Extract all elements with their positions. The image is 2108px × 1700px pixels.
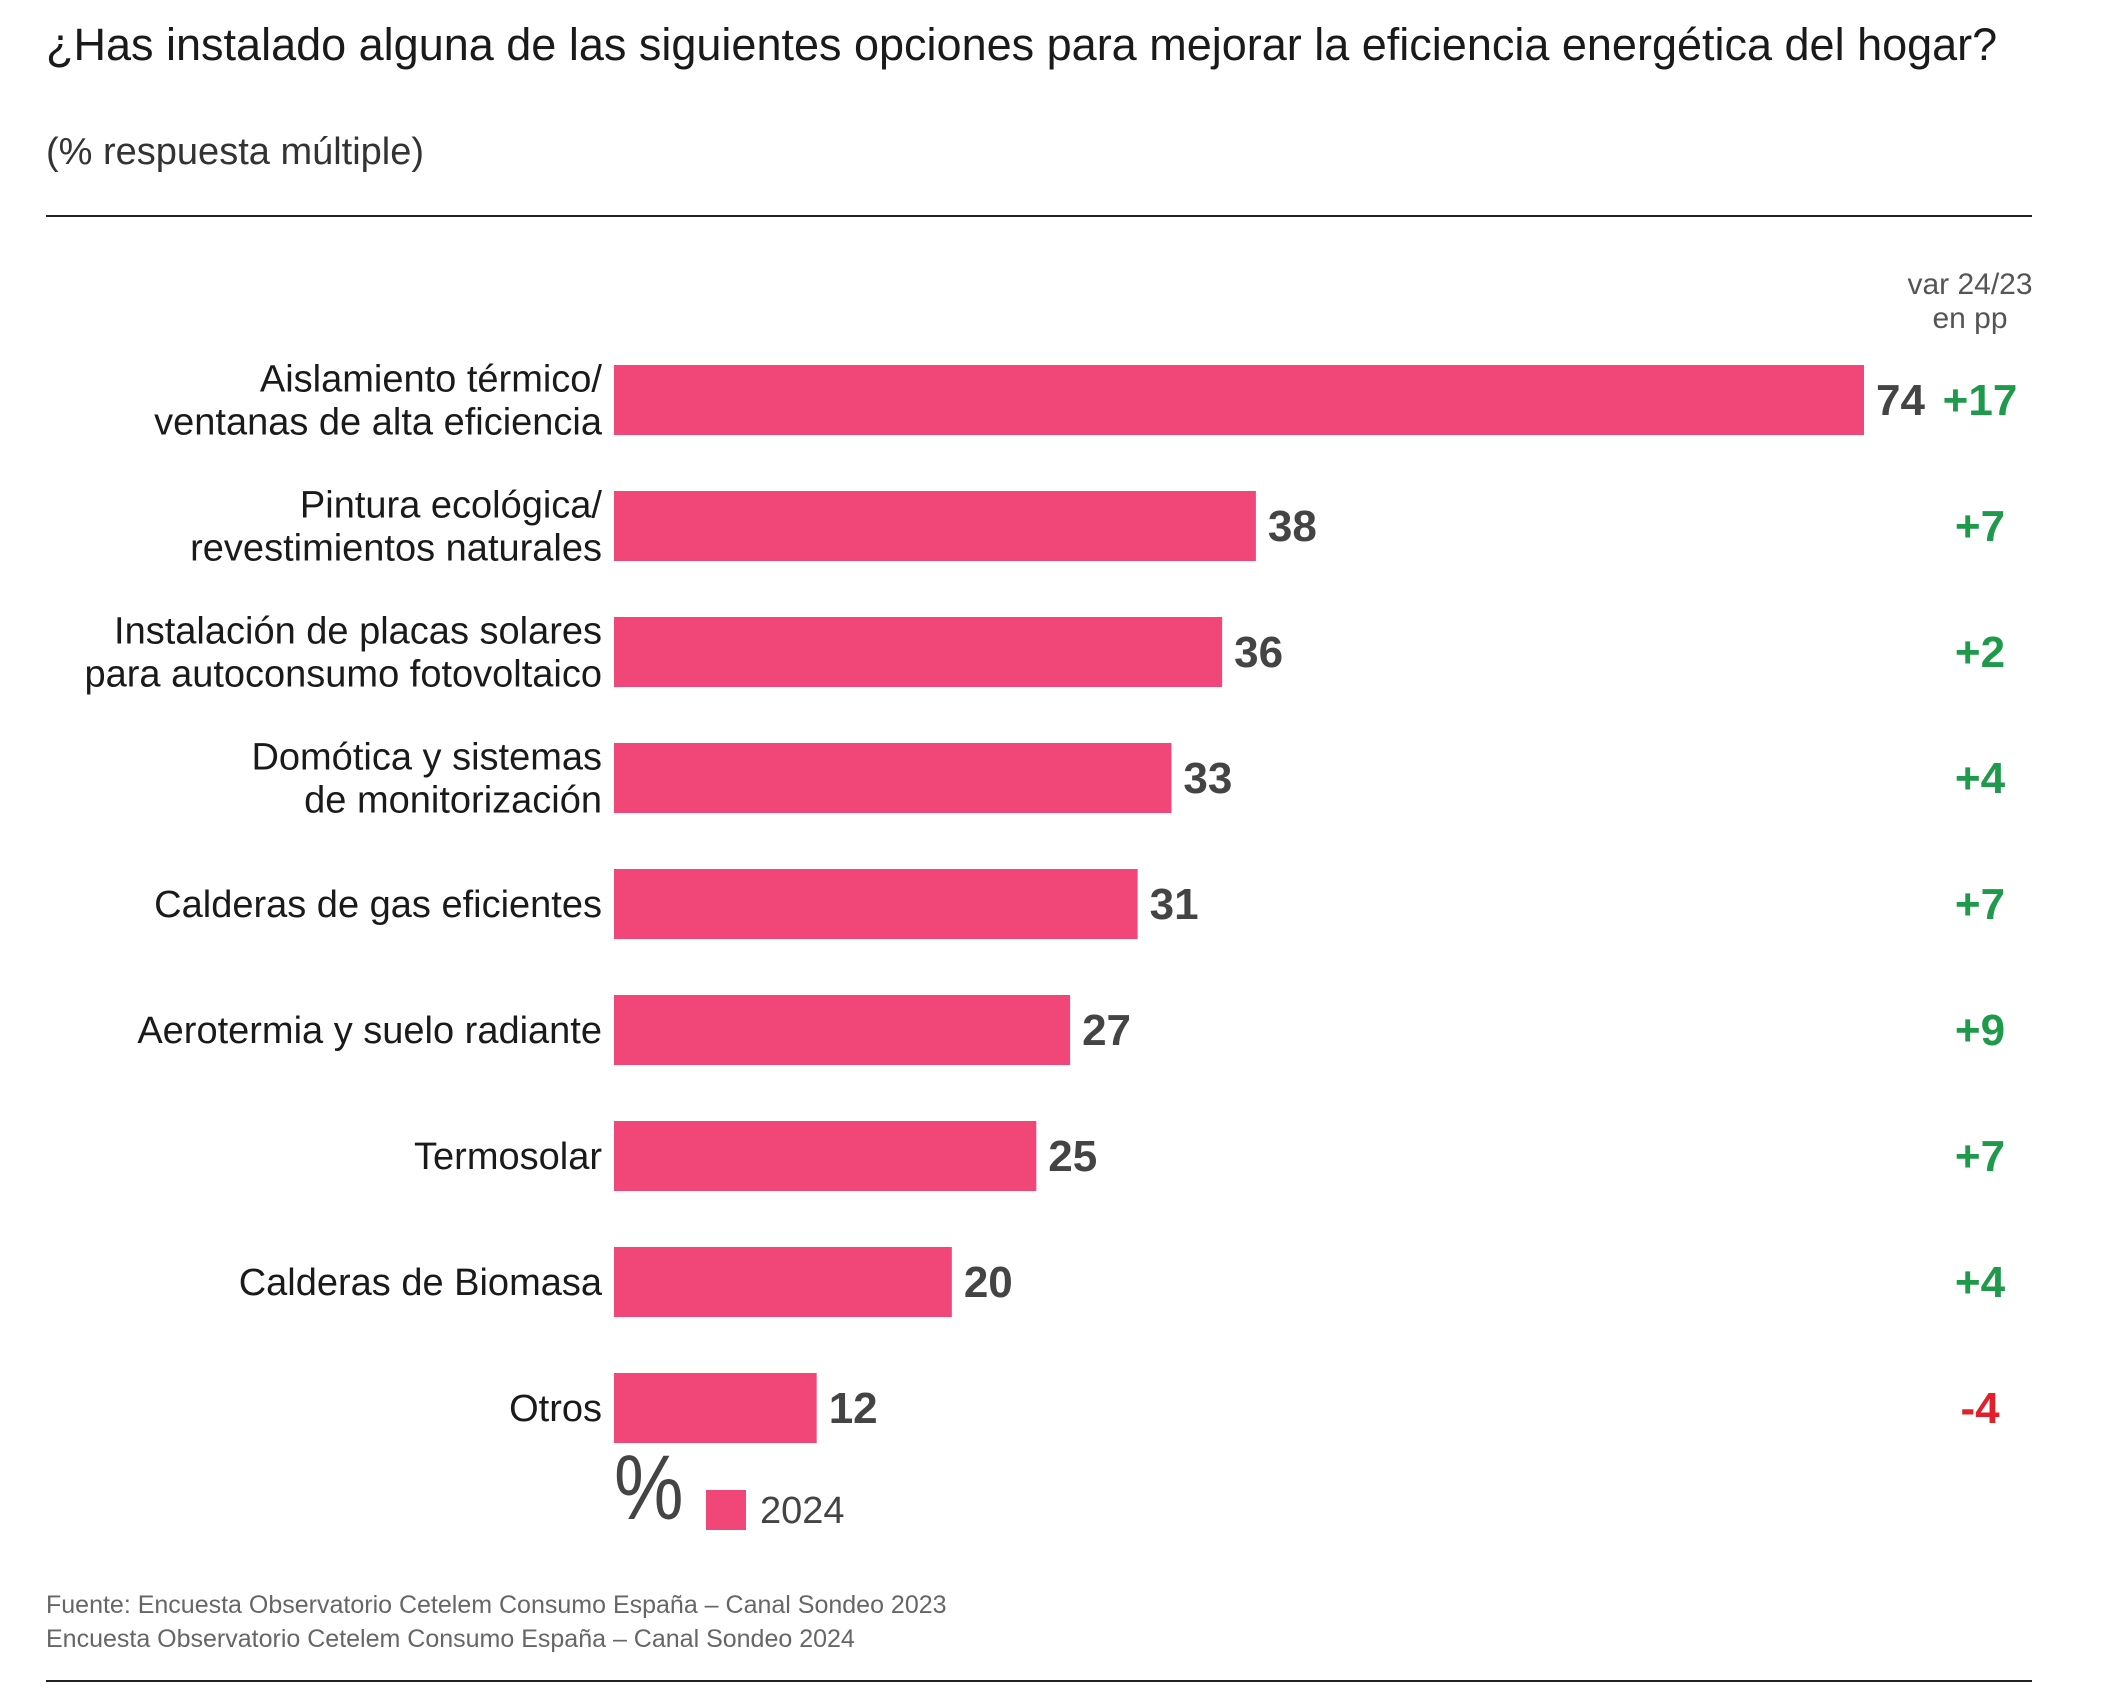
category-label-7: Calderas de Biomasa xyxy=(239,1262,603,1304)
value-label-5: 27 xyxy=(1082,1006,1131,1055)
variation-label-7: +4 xyxy=(1955,1258,2006,1307)
category-label-5: Aerotermia y suelo radiante xyxy=(137,1010,602,1052)
variation-header-line2: en pp xyxy=(1932,302,2008,335)
category-label-line: Aislamiento térmico/ xyxy=(260,359,603,401)
value-label-0: 74 xyxy=(1876,376,1925,425)
chart-subtitle: (% respuesta múltiple) xyxy=(46,131,425,173)
variation-label-1: +7 xyxy=(1955,502,2005,551)
category-label-line: Termosolar xyxy=(414,1136,602,1178)
variation-label-3: +4 xyxy=(1955,754,2006,803)
source-line-1: Fuente: Encuesta Observatorio Cetelem Co… xyxy=(46,1591,947,1619)
percent-unit-symbol: % xyxy=(614,1437,684,1539)
variation-header: var 24/23 en pp xyxy=(1870,268,2070,336)
value-label-6: 25 xyxy=(1048,1132,1097,1181)
value-label-3: 33 xyxy=(1183,754,1232,803)
bar-6 xyxy=(614,1121,1037,1191)
category-label-line: Aerotermia y suelo radiante xyxy=(137,1010,602,1052)
variation-label-8: -4 xyxy=(1960,1384,2000,1433)
top-divider xyxy=(46,215,2032,217)
legend-label-2024: 2024 xyxy=(760,1490,845,1532)
category-label-line: Instalación de placas solares xyxy=(114,611,602,653)
source-note: Fuente: Encuesta Observatorio Cetelem Co… xyxy=(46,1588,947,1656)
variation-label-2: +2 xyxy=(1955,628,2005,677)
category-label-line: de monitorización xyxy=(304,780,602,822)
category-label-3: Domótica y sistemas de monitorización xyxy=(251,737,602,822)
bottom-divider xyxy=(46,1680,2032,1682)
source-line-2: Encuesta Observatorio Cetelem Consumo Es… xyxy=(46,1625,855,1653)
variation-header-line1: var 24/23 xyxy=(1907,268,2033,301)
value-label-4: 31 xyxy=(1150,880,1199,929)
category-label-line: para autoconsumo fotovoltaico xyxy=(84,654,602,696)
value-label-1: 38 xyxy=(1268,502,1317,551)
chart-title: ¿Has instalado alguna de las siguientes … xyxy=(46,19,1998,70)
category-label-line: Otros xyxy=(509,1388,602,1430)
category-label-8: Otros xyxy=(509,1388,602,1430)
bar-4 xyxy=(614,869,1138,939)
category-label-0: Aislamiento térmico/ventanas de alta efi… xyxy=(154,359,603,444)
bar-8 xyxy=(614,1373,817,1443)
category-label-line: revestimientos naturales xyxy=(190,528,602,570)
category-label-line: Calderas de Biomasa xyxy=(239,1262,603,1304)
variation-label-4: +7 xyxy=(1955,880,2005,929)
category-label-line: Pintura ecológica/ xyxy=(300,485,603,527)
category-label-line: Domótica y sistemas xyxy=(251,737,602,779)
bar-7 xyxy=(614,1247,952,1317)
bar-3 xyxy=(614,743,1172,813)
category-label-line: ventanas de alta eficiencia xyxy=(154,402,603,444)
variation-label-0: +17 xyxy=(1943,376,2018,425)
value-label-7: 20 xyxy=(964,1258,1013,1307)
variation-label-5: +9 xyxy=(1955,1006,2005,1055)
value-label-8: 12 xyxy=(829,1384,878,1433)
bar-2 xyxy=(614,617,1223,687)
category-label-2: Instalación de placas solares para autoco… xyxy=(84,611,602,696)
category-label-line: Calderas de gas eficientes xyxy=(154,884,602,926)
value-label-2: 36 xyxy=(1234,628,1283,677)
bar-0 xyxy=(614,365,1864,435)
legend-swatch-2024 xyxy=(706,1490,746,1530)
variation-label-6: +7 xyxy=(1955,1132,2005,1181)
bar-5 xyxy=(614,995,1071,1065)
category-label-4: Calderas de gas eficientes xyxy=(154,884,602,926)
category-label-6: Termosolar xyxy=(414,1136,602,1178)
category-label-1: Pintura ecológica/revestimientos natural… xyxy=(190,485,602,570)
bar-1 xyxy=(614,491,1256,561)
